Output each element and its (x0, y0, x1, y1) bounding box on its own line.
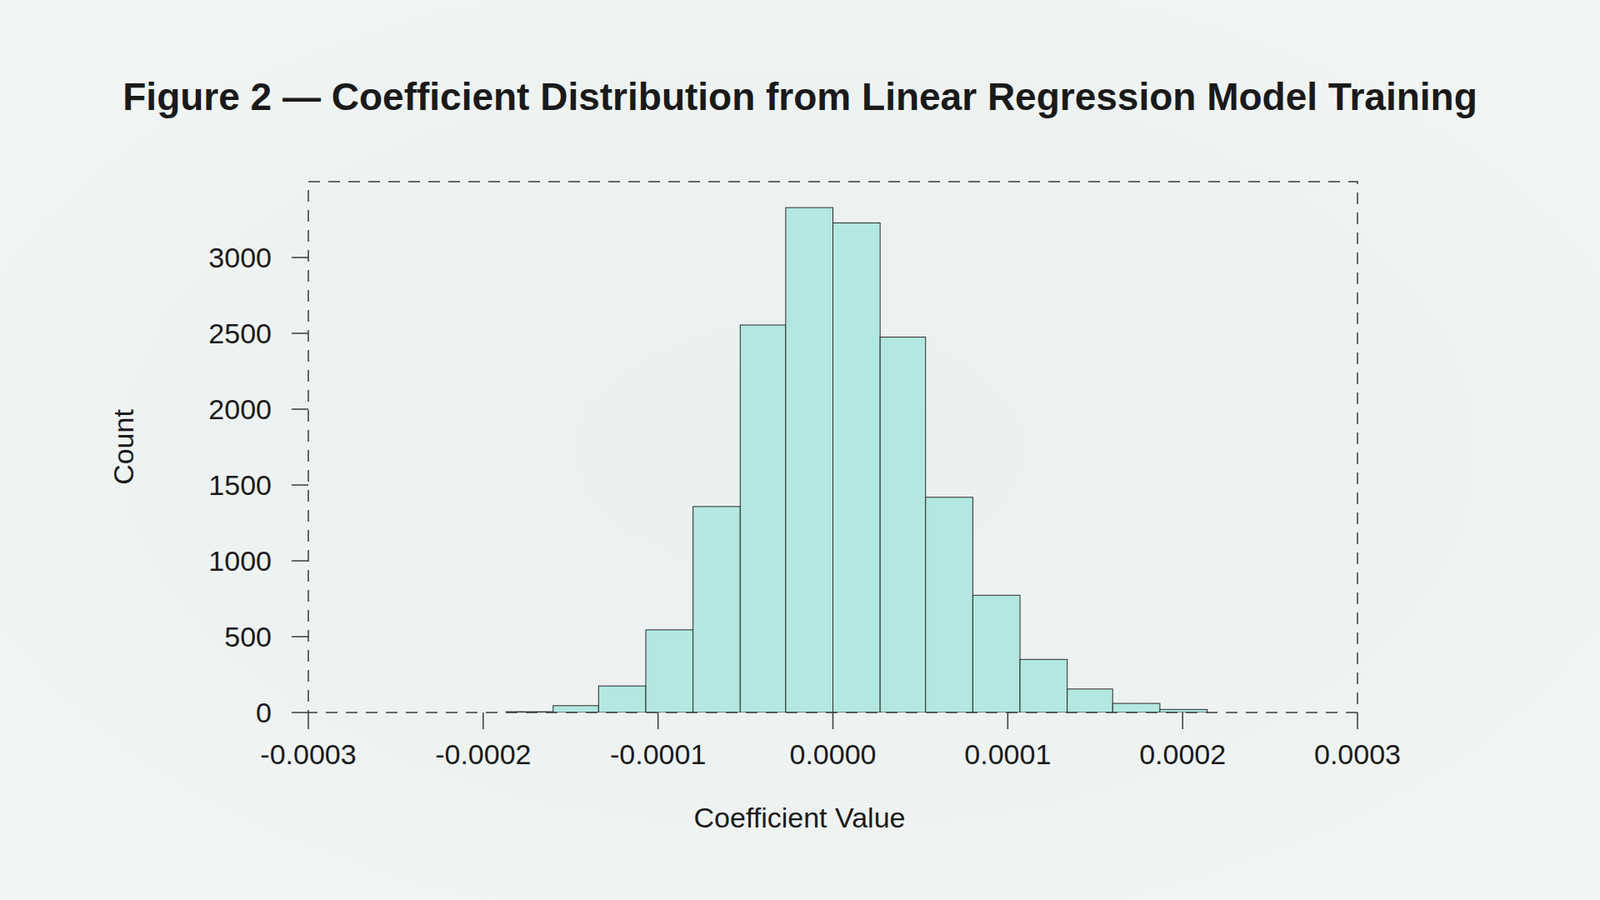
y-tick (291, 484, 309, 486)
y-tick-label: 3000 (208, 241, 272, 274)
x-tick (1356, 712, 1359, 730)
chart: Figure 2 — Coefficient Distribution from… (0, 0, 1600, 900)
y-tick-label: 0 (255, 696, 272, 729)
histogram-bar (785, 207, 834, 713)
histogram-bar (1112, 703, 1160, 713)
histogram-bar (880, 337, 926, 713)
x-tick-label: -0.0002 (435, 738, 531, 770)
histogram-bar (972, 595, 1020, 713)
x-tick-label: 0.0003 (1314, 738, 1401, 770)
x-tick (657, 712, 660, 730)
y-tick (291, 408, 309, 410)
bars (505, 207, 1207, 713)
x-tick-label: 0.0000 (790, 738, 877, 770)
x-tick-label: -0.0001 (610, 738, 706, 770)
y-tick (291, 332, 309, 335)
x-tick-label: 0.0001 (964, 738, 1051, 770)
x-tick-label: -0.0003 (260, 738, 356, 770)
histogram-bar (1067, 689, 1114, 713)
histogram-bar (598, 685, 646, 713)
y-tick-label: 1000 (208, 545, 272, 577)
histogram-bar (553, 705, 600, 713)
histogram-bar (645, 630, 694, 713)
histogram-bar (693, 506, 741, 713)
x-axis-label: Coefficient Value (694, 801, 906, 834)
title: Figure 2 — Coefficient Distribution from… (122, 75, 1478, 119)
x-tick (1007, 712, 1010, 730)
y-tick-label: 2000 (208, 393, 272, 425)
y-tick-label: 2500 (208, 317, 272, 350)
histogram-bar (925, 497, 974, 713)
x-tick (832, 712, 835, 730)
plot-frame (308, 181, 1358, 713)
y-tick (291, 560, 309, 562)
histogram-bar (833, 223, 881, 713)
y-tick (291, 256, 309, 259)
x-tick-label: 0.0002 (1139, 738, 1226, 770)
y-tick-label: 1500 (208, 469, 272, 501)
y-tick (291, 635, 309, 638)
y-axis-label: Count (107, 409, 140, 485)
histogram-bar (740, 325, 786, 713)
histogram-bar (1020, 659, 1068, 713)
x-tick (307, 712, 310, 730)
y-tick-label: 500 (224, 620, 272, 653)
y-tick (291, 711, 309, 714)
x-tick (1181, 712, 1184, 730)
x-tick (482, 712, 485, 730)
